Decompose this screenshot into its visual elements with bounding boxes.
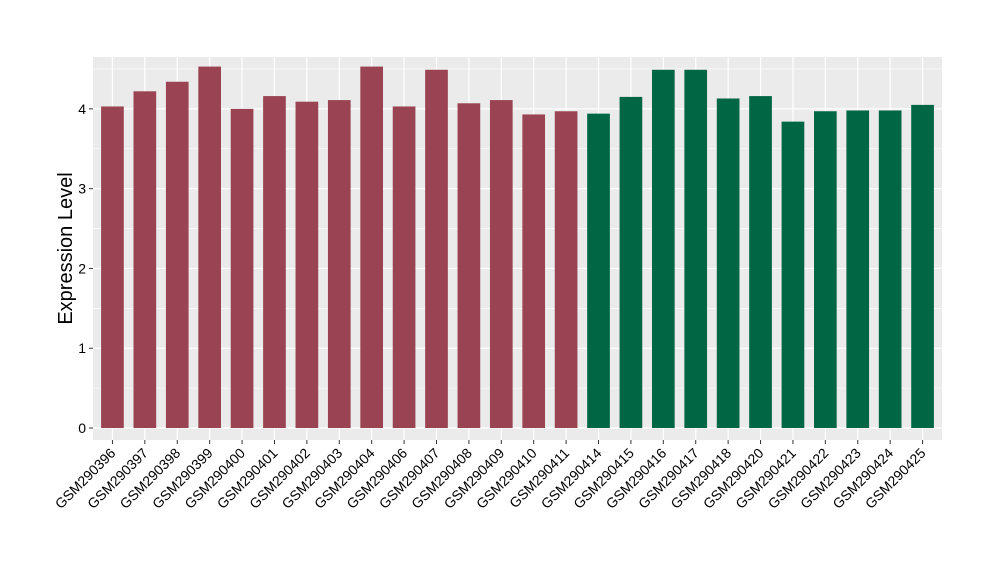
bar-GSM290418 [716,98,740,429]
bar-GSM290425 [911,104,934,429]
bar-GSM290406 [392,106,416,429]
bar-GSM290409 [489,100,513,429]
bar-GSM290423 [846,110,870,429]
bar-GSM290408 [457,103,481,429]
bar-GSM290410 [522,114,546,429]
bar-GSM290422 [814,111,837,429]
bar-GSM290415 [619,96,643,429]
bar-GSM290396 [101,106,124,429]
y-axis: 0 1 2 3 4 [78,101,93,436]
bar-GSM290421 [781,121,805,429]
y-axis-title: Expression Level [55,172,77,324]
bars [101,66,934,429]
bar-GSM290397 [133,91,157,429]
y-tick-label: 1 [78,340,86,356]
bar-GSM290400 [230,108,254,429]
bar-GSM290403 [327,100,351,429]
x-axis: GSM290396GSM290397GSM290398GSM290399GSM2… [52,440,929,512]
bar-GSM290398 [165,81,189,429]
y-tick-label: 3 [78,181,86,197]
bar-GSM290414 [587,113,610,429]
bar-GSM290404 [360,66,384,429]
bar-GSM290399 [198,66,221,429]
y-tick-label: 0 [78,420,86,436]
bar-GSM290411 [554,111,578,429]
y-tick-label: 2 [78,260,86,276]
bar-GSM290407 [425,69,448,429]
bar-GSM290424 [878,110,902,429]
bar-GSM290420 [749,96,772,429]
bar-GSM290402 [295,101,319,429]
bar-GSM290417 [684,69,708,429]
y-tick-label: 4 [78,101,86,117]
bar-GSM290401 [263,96,286,429]
bar-GSM290416 [651,69,675,429]
